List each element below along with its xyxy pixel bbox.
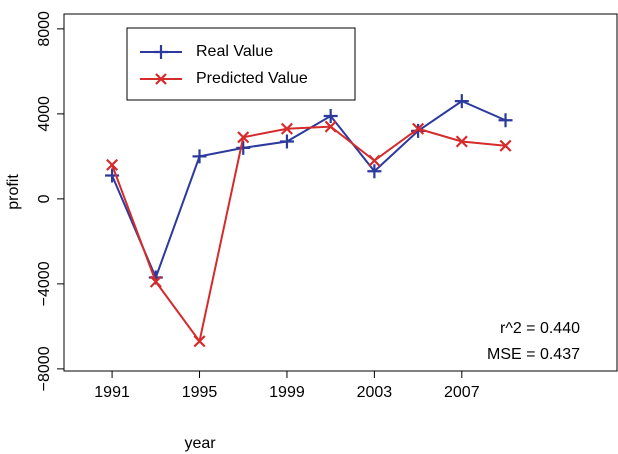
legend-marker [154,45,168,59]
x-tick-label: 2003 [357,384,393,401]
point-marker [324,120,337,133]
point-marker [368,154,381,167]
series-line [111,99,506,281]
point-marker [323,109,338,123]
x-tick-label: 1991 [94,384,130,401]
legend-label: Predicted Value [196,70,308,87]
point-marker [237,131,250,144]
point-marker [498,113,513,128]
y-tick-label: 8000 [36,11,53,47]
legend-marker [155,73,167,85]
y-tick-label: −8000 [36,346,53,391]
point-marker [192,149,207,164]
y-tick-label: 0 [36,194,53,203]
point-marker [193,335,206,348]
x-tick-label: 1999 [269,384,305,401]
x-tick-label: 2007 [444,384,480,401]
point-marker [367,164,382,179]
annotation: r^2 = 0.440 [500,320,580,337]
point-marker [412,122,425,135]
plot-box [63,13,618,372]
point-marker [454,94,469,109]
point-marker [279,134,294,149]
x-axis-label: year [184,435,216,452]
annotation: MSE = 0.437 [487,346,580,363]
point-marker [236,140,251,155]
point-marker [499,139,512,152]
y-axis-label: profit [5,174,22,210]
legend-label: Real Value [196,43,273,60]
series-line [111,125,506,344]
point-marker [280,122,293,135]
x-tick-label: 1995 [182,384,218,401]
y-tick-label: 4000 [36,96,53,132]
y-tick-label: −4000 [36,261,53,306]
point-marker [149,275,162,288]
point-marker [106,158,119,171]
point-marker [455,135,468,148]
legend-box [126,27,356,101]
